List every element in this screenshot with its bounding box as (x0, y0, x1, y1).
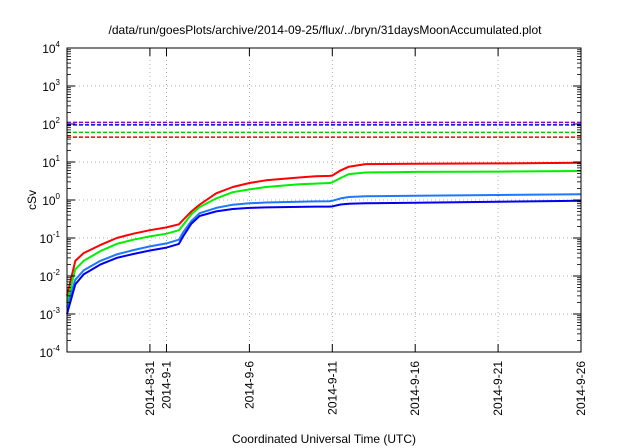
y-tick-label: 10-2 (40, 268, 61, 284)
axis-ticks (67, 47, 582, 353)
series-line (66, 199, 582, 315)
x-tick-label: 2014-9-16 (408, 361, 422, 416)
y-tick-label: 100 (42, 192, 60, 208)
series-line (66, 193, 582, 308)
y-tick-label: 10-4 (40, 344, 61, 360)
series-line (66, 161, 582, 297)
y-tick-label: 10-3 (40, 306, 61, 322)
y-tick-label: 10-1 (40, 230, 61, 246)
x-tick-label: 2014-8-31 (143, 361, 157, 416)
grid-lines (67, 48, 581, 352)
y-axis-label: cSv (25, 190, 39, 210)
x-tick-label: 2014-9-26 (574, 361, 588, 416)
y-tick-labels: 10-4 10-3 10-2 10-1 100 101 102 103 104 (40, 40, 61, 360)
x-tick-label: 2014-9-11 (325, 361, 339, 415)
x-tick-labels: 2014-8-31 2014-9-1 2014-9-6 2014-9-11 2014-9… (143, 361, 588, 416)
y-tick-label: 103 (42, 78, 60, 94)
threshold-lines (67, 121, 581, 138)
x-tick-label: 2014-9-21 (491, 361, 505, 416)
y-tick-label: 102 (42, 116, 60, 132)
y-tick-label: 104 (42, 40, 60, 56)
x-tick-label: 2014-9-6 (242, 361, 256, 409)
x-axis-label: Coordinated Universal Time (UTC) (232, 432, 416, 446)
series-lines (66, 161, 582, 315)
x-tick-label: 2014-9-1 (159, 361, 173, 409)
chart-title: /data/run/goesPlots/archive/2014-09-25/f… (109, 23, 543, 37)
series-line (66, 170, 582, 303)
y-tick-label: 101 (42, 154, 60, 170)
